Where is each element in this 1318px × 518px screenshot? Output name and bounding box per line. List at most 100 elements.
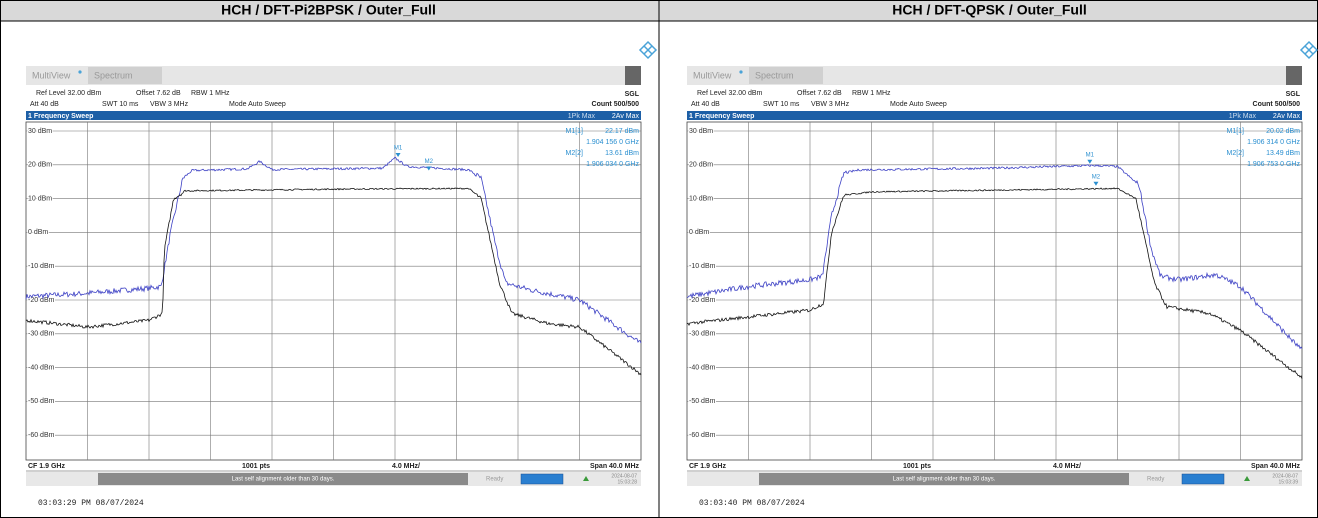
footer-label: 4.0 MHz/ bbox=[1053, 463, 1081, 470]
tab: Spectrum bbox=[755, 70, 794, 80]
vendor-logo bbox=[638, 40, 658, 60]
tab-active bbox=[88, 67, 162, 84]
marker-name: M1[1] bbox=[565, 128, 583, 135]
footer-label: 1001 pts bbox=[242, 463, 270, 470]
time: 15:03:39 bbox=[1279, 479, 1299, 485]
trace-legend: 1Pk Max bbox=[1229, 113, 1257, 120]
marker-name: M1[1] bbox=[1226, 128, 1244, 135]
vendor-logo bbox=[1299, 40, 1318, 60]
y-label: -20 dBm bbox=[689, 297, 716, 304]
marker-freq: 1.906 034 0 GHz bbox=[586, 161, 639, 168]
network-icon bbox=[1244, 476, 1250, 481]
marker-tag: M1 bbox=[1086, 152, 1095, 158]
sweep-title: 1 Frequency Sweep bbox=[689, 113, 754, 120]
marker-triangle bbox=[426, 166, 432, 171]
timestamp: 03:03:29 PM 08/07/2024 bbox=[38, 499, 144, 508]
y-label: -60 dBm bbox=[28, 432, 55, 439]
setting: Mode Auto Sweep bbox=[229, 101, 286, 108]
network-icon bbox=[583, 476, 589, 481]
timestamp: 03:03:40 PM 08/07/2024 bbox=[699, 499, 805, 508]
marker-freq: 1.906 753 0 GHz bbox=[1247, 161, 1300, 168]
setting: Att 40 dB bbox=[30, 101, 59, 108]
marker-level: 22.17 dBm bbox=[605, 128, 639, 135]
marker-freq: 1.904 156 0 GHz bbox=[586, 139, 639, 146]
panel-title: HCH / DFT-QPSK / Outer_Full bbox=[892, 2, 1086, 18]
status-message: Last self alignment older than 30 days. bbox=[232, 477, 335, 483]
tab: MultiView bbox=[32, 70, 71, 80]
trace-max-hold bbox=[25, 156, 642, 344]
y-label: -30 dBm bbox=[689, 331, 716, 338]
footer-label: Span 40.0 MHz bbox=[590, 463, 640, 470]
setting: SWT 10 ms bbox=[763, 101, 800, 108]
menu-button[interactable] bbox=[625, 66, 641, 85]
footer-label: CF 1.9 GHz bbox=[28, 463, 65, 470]
date: 2024-08-07 bbox=[1272, 473, 1298, 479]
setting: Ref Level 32.00 dBm bbox=[697, 90, 763, 97]
status: Ready bbox=[486, 477, 503, 483]
menu-button[interactable] bbox=[1286, 66, 1302, 85]
sweep-bar bbox=[26, 111, 641, 120]
marker-name: M2[2] bbox=[565, 150, 583, 157]
sweep-mode: SGL bbox=[625, 91, 640, 98]
trace-average bbox=[25, 187, 642, 376]
setting: VBW 3 MHz bbox=[150, 101, 189, 108]
progress-bar bbox=[520, 473, 564, 485]
trace-legend: 2Av Max bbox=[1273, 113, 1301, 120]
setting: Offset 7.62 dB bbox=[136, 90, 181, 97]
tab: MultiView bbox=[693, 70, 732, 80]
setting: VBW 3 MHz bbox=[811, 101, 850, 108]
y-label: -50 dBm bbox=[689, 398, 716, 405]
marker-triangle bbox=[1087, 159, 1093, 164]
marker-tag: M2 bbox=[425, 159, 434, 165]
y-label: -10 dBm bbox=[28, 263, 55, 270]
tab-active bbox=[749, 67, 823, 84]
y-label: -50 dBm bbox=[28, 398, 55, 405]
y-label: 30 dBm bbox=[689, 128, 713, 135]
y-label: 20 dBm bbox=[28, 162, 52, 169]
setting: Ref Level 32.00 dBm bbox=[36, 90, 102, 97]
setting: Att 40 dB bbox=[691, 101, 720, 108]
trace-legend: 1Pk Max bbox=[568, 113, 596, 120]
y-label: 0 dBm bbox=[689, 229, 709, 236]
setting: SWT 10 ms bbox=[102, 101, 139, 108]
y-label: 30 dBm bbox=[28, 128, 52, 135]
status-message-box bbox=[98, 473, 468, 485]
y-label: 0 dBm bbox=[28, 229, 48, 236]
setting: Offset 7.62 dB bbox=[797, 90, 842, 97]
y-label: -40 dBm bbox=[28, 364, 55, 371]
marker-triangle bbox=[395, 152, 401, 157]
trace-average bbox=[686, 187, 1303, 379]
marker-level: 13.49 dBm bbox=[1266, 150, 1300, 157]
marker-level: 20.02 dBm bbox=[1266, 128, 1300, 135]
marker-tag: M2 bbox=[1092, 174, 1101, 180]
count: Count 500/500 bbox=[592, 101, 640, 108]
panel-title: HCH / DFT-Pi2BPSK / Outer_Full bbox=[221, 2, 436, 18]
time: 15:03:28 bbox=[618, 479, 638, 485]
marker-tag: M1 bbox=[394, 146, 403, 152]
y-label: -30 dBm bbox=[28, 331, 55, 338]
setting: RBW 1 MHz bbox=[852, 90, 891, 97]
tab-bar bbox=[26, 66, 641, 85]
footer-label: CF 1.9 GHz bbox=[689, 463, 726, 470]
status: Ready bbox=[1147, 477, 1164, 483]
sweep-title: 1 Frequency Sweep bbox=[28, 113, 93, 120]
footer-label: 1001 pts bbox=[903, 463, 931, 470]
marker-triangle bbox=[1093, 181, 1099, 186]
y-label: -60 dBm bbox=[689, 432, 716, 439]
marker-level: 13.61 dBm bbox=[605, 150, 639, 157]
y-label: 20 dBm bbox=[689, 162, 713, 169]
panel: HCH / DFT-Pi2BPSK / Outer_Full MultiView S… bbox=[25, 2, 658, 508]
panel: HCH / DFT-QPSK / Outer_Full MultiView Spec… bbox=[686, 2, 1318, 508]
trace-legend: 2Av Max bbox=[612, 113, 640, 120]
trace-max-hold bbox=[686, 164, 1303, 350]
tab: Spectrum bbox=[94, 70, 133, 80]
y-label: -20 dBm bbox=[28, 297, 55, 304]
tab-bar bbox=[687, 66, 1302, 85]
sweep-mode: SGL bbox=[1286, 91, 1301, 98]
status-message-box bbox=[759, 473, 1129, 485]
y-label: -10 dBm bbox=[689, 263, 716, 270]
y-label: 10 dBm bbox=[28, 195, 52, 202]
count: Count 500/500 bbox=[1253, 101, 1301, 108]
y-label: 10 dBm bbox=[689, 195, 713, 202]
